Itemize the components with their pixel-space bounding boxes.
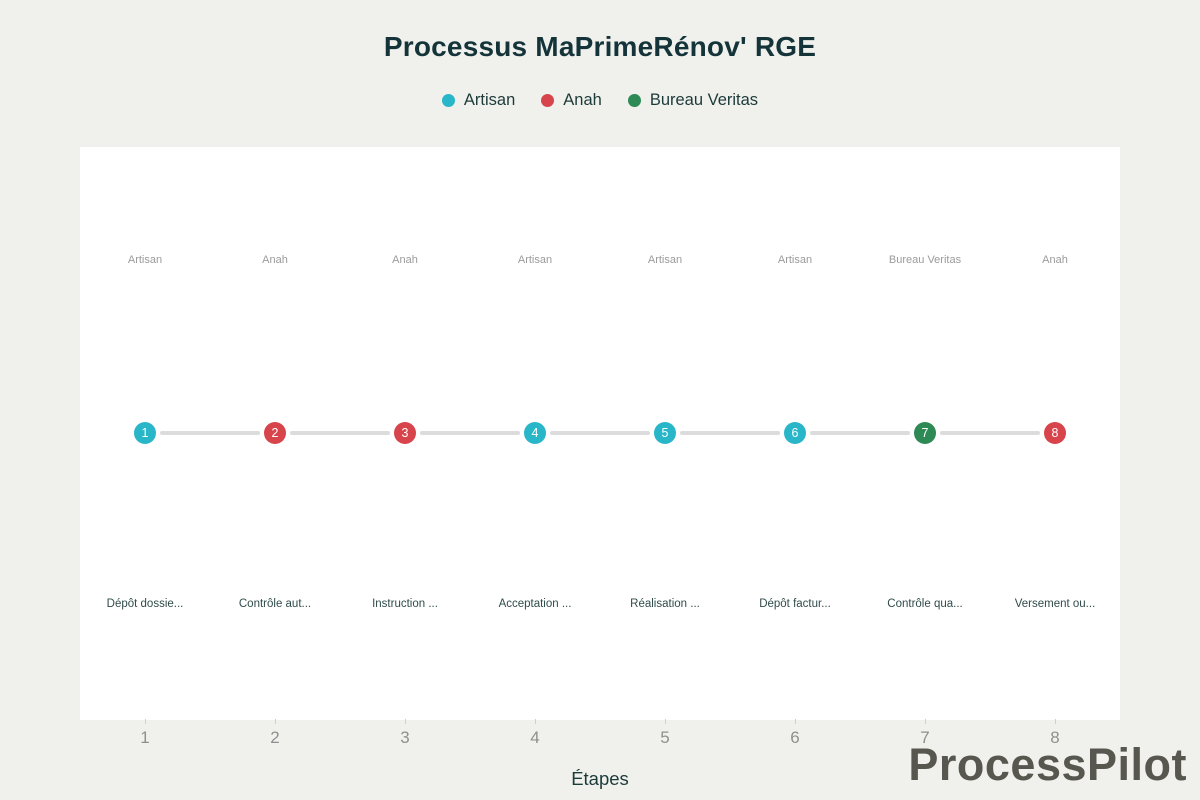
legend-label: Artisan xyxy=(463,91,516,109)
legend-item-artisan[interactable]: Artisan xyxy=(441,91,516,110)
step-actor-label: Anah xyxy=(1042,254,1068,266)
tick-mark xyxy=(924,719,926,724)
step-number: 4 xyxy=(531,426,539,440)
timeline-connector xyxy=(290,431,390,435)
step-column: Artisan 1 Dépôt dossie... xyxy=(80,147,210,720)
legend-dot-anah-icon xyxy=(541,94,555,107)
step-column: Artisan 6 Dépôt factur... xyxy=(730,147,860,720)
step-title-label: Contrôle aut... xyxy=(238,598,312,610)
tick-label: 3 xyxy=(400,728,410,747)
watermark-logo: ProcessPilot xyxy=(908,739,1187,790)
legend-item-anah[interactable]: Anah xyxy=(541,91,602,110)
legend-dot-bureau-veritas-icon xyxy=(627,94,641,107)
step-title-label: Instruction ... xyxy=(372,598,438,610)
legend-item-bureau-veritas[interactable]: Bureau Veritas xyxy=(627,91,759,110)
step-column: Anah 8 Versement ou... xyxy=(990,147,1120,720)
step-number: 2 xyxy=(271,426,279,440)
x-axis-tick: 3 xyxy=(340,719,470,748)
tick-mark xyxy=(274,719,276,724)
step-title-label: Réalisation ... xyxy=(630,598,700,610)
tick-label: 5 xyxy=(660,728,670,747)
step-actor-label: Anah xyxy=(392,254,418,266)
step-title-label: Dépôt factur... xyxy=(759,598,831,610)
step-actor-label: Artisan xyxy=(647,254,683,266)
x-axis-tick: 8 xyxy=(990,719,1120,748)
timeline-connector xyxy=(810,431,910,435)
step-actor-label: Artisan xyxy=(127,254,163,266)
step-column: Artisan 4 Acceptation ... xyxy=(470,147,600,720)
x-axis-tick: 5 xyxy=(600,719,730,748)
tick-label: 2 xyxy=(270,728,280,747)
tick-mark xyxy=(794,719,796,724)
step-column: Anah 2 Contrôle aut... xyxy=(210,147,340,720)
tick-label: 8 xyxy=(1050,728,1060,747)
step-column: Artisan 5 Réalisation ... xyxy=(600,147,730,720)
tick-mark xyxy=(1054,719,1056,724)
step-node[interactable]: 4 xyxy=(524,422,546,444)
step-number: 6 xyxy=(791,426,799,440)
step-column: Bureau Veritas 7 Contrôle qua... xyxy=(860,147,990,720)
x-axis-title: Étapes xyxy=(571,768,629,789)
step-node[interactable]: 6 xyxy=(784,422,806,444)
tick-label: 7 xyxy=(920,728,930,747)
step-node[interactable]: 2 xyxy=(264,422,286,444)
step-actor-label: Artisan xyxy=(517,254,553,266)
legend: Artisan Anah Bureau Veritas xyxy=(0,91,1200,110)
timeline-connector xyxy=(420,431,520,435)
step-column: Anah 3 Instruction ... xyxy=(340,147,470,720)
step-actor-label: Artisan xyxy=(777,254,813,266)
step-number: 5 xyxy=(661,426,669,440)
timeline-connector xyxy=(680,431,780,435)
step-node[interactable]: 8 xyxy=(1044,422,1066,444)
step-node[interactable]: 3 xyxy=(394,422,416,444)
step-title-label: Dépôt dossie... xyxy=(106,598,184,610)
step-node[interactable]: 1 xyxy=(134,422,156,444)
plot-area: Artisan 1 Dépôt dossie... Anah 2 Contrôl… xyxy=(80,147,1120,720)
tick-label: 6 xyxy=(790,728,800,747)
x-axis-tick: 6 xyxy=(730,719,860,748)
legend-label: Bureau Veritas xyxy=(649,91,759,109)
step-title-label: Versement ou... xyxy=(1014,598,1096,610)
legend-label: Anah xyxy=(563,91,602,109)
page-title: Processus MaPrimeRénov' RGE xyxy=(383,31,817,62)
tick-mark xyxy=(144,719,146,724)
step-number: 1 xyxy=(141,426,149,440)
tick-label: 1 xyxy=(140,728,150,747)
x-axis-tick: 4 xyxy=(470,719,600,748)
step-node[interactable]: 5 xyxy=(654,422,676,444)
step-number: 7 xyxy=(921,426,929,440)
timeline-connector xyxy=(550,431,650,435)
step-title-label: Contrôle qua... xyxy=(887,598,963,610)
tick-label: 4 xyxy=(530,728,540,747)
step-number: 3 xyxy=(401,426,409,440)
step-actor-label: Bureau Veritas xyxy=(888,254,962,266)
tick-mark xyxy=(664,719,666,724)
tick-mark xyxy=(534,719,536,724)
x-axis-tick: 7 xyxy=(860,719,990,748)
step-number: 8 xyxy=(1051,426,1059,440)
step-node[interactable]: 7 xyxy=(914,422,936,444)
step-actor-label: Anah xyxy=(262,254,288,266)
x-axis-tick: 1 xyxy=(80,719,210,748)
timeline-connector xyxy=(940,431,1040,435)
tick-mark xyxy=(404,719,406,724)
legend-dot-artisan-icon xyxy=(441,94,455,107)
step-title-label: Acceptation ... xyxy=(498,598,572,610)
x-axis-tick: 2 xyxy=(210,719,340,748)
timeline-connector xyxy=(160,431,260,435)
